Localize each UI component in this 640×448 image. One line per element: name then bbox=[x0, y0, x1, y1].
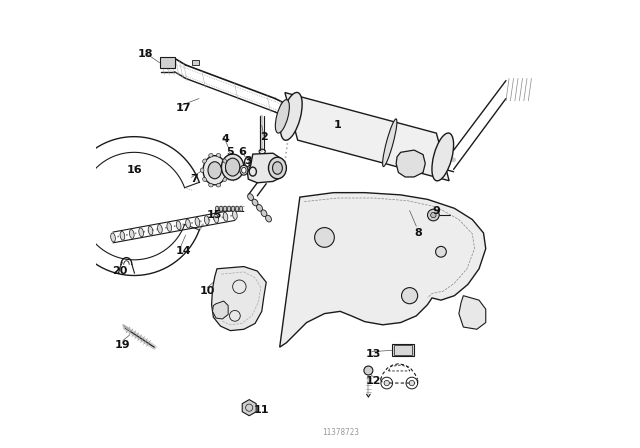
Ellipse shape bbox=[214, 214, 218, 223]
Ellipse shape bbox=[220, 206, 223, 211]
Circle shape bbox=[384, 380, 389, 386]
Bar bbox=[159, 57, 175, 68]
Polygon shape bbox=[212, 267, 266, 331]
Ellipse shape bbox=[120, 231, 125, 240]
Ellipse shape bbox=[209, 154, 213, 157]
Ellipse shape bbox=[216, 183, 221, 187]
Circle shape bbox=[431, 212, 436, 218]
Ellipse shape bbox=[223, 212, 228, 221]
Polygon shape bbox=[212, 301, 228, 319]
Text: 4: 4 bbox=[222, 134, 230, 144]
Ellipse shape bbox=[236, 206, 239, 211]
Text: 9: 9 bbox=[433, 206, 440, 215]
Ellipse shape bbox=[275, 99, 289, 133]
Text: 8: 8 bbox=[415, 228, 422, 238]
Text: 17: 17 bbox=[175, 103, 191, 112]
Ellipse shape bbox=[167, 223, 172, 232]
Ellipse shape bbox=[209, 183, 213, 187]
Ellipse shape bbox=[139, 228, 143, 237]
Text: 10: 10 bbox=[200, 286, 215, 296]
Text: 3: 3 bbox=[244, 156, 252, 166]
Ellipse shape bbox=[225, 168, 229, 172]
Circle shape bbox=[428, 209, 439, 221]
Ellipse shape bbox=[216, 206, 218, 211]
Ellipse shape bbox=[252, 199, 258, 206]
Text: 15: 15 bbox=[207, 210, 223, 220]
Circle shape bbox=[315, 228, 334, 247]
Text: 1: 1 bbox=[334, 121, 342, 130]
Ellipse shape bbox=[432, 133, 454, 181]
Text: 16: 16 bbox=[126, 165, 142, 175]
Polygon shape bbox=[285, 93, 449, 181]
Ellipse shape bbox=[232, 211, 237, 220]
Ellipse shape bbox=[176, 221, 181, 230]
Ellipse shape bbox=[157, 224, 162, 233]
Text: 6: 6 bbox=[238, 147, 246, 157]
Ellipse shape bbox=[208, 162, 221, 179]
Ellipse shape bbox=[241, 167, 246, 173]
Ellipse shape bbox=[148, 226, 153, 235]
Ellipse shape bbox=[261, 210, 267, 217]
Circle shape bbox=[401, 288, 418, 304]
Polygon shape bbox=[396, 150, 425, 177]
Circle shape bbox=[436, 246, 446, 257]
Ellipse shape bbox=[273, 162, 282, 174]
Ellipse shape bbox=[186, 219, 190, 228]
Ellipse shape bbox=[195, 217, 200, 226]
Bar bbox=[394, 345, 412, 355]
Circle shape bbox=[409, 380, 415, 386]
Ellipse shape bbox=[225, 158, 240, 176]
Text: 12: 12 bbox=[366, 376, 381, 386]
Bar bbox=[392, 344, 414, 356]
Text: 2: 2 bbox=[260, 132, 268, 142]
Ellipse shape bbox=[383, 119, 397, 167]
Polygon shape bbox=[248, 153, 284, 183]
Polygon shape bbox=[280, 193, 486, 347]
Ellipse shape bbox=[280, 92, 302, 140]
Ellipse shape bbox=[200, 168, 204, 172]
Ellipse shape bbox=[239, 206, 243, 211]
Text: 13: 13 bbox=[366, 349, 381, 359]
Ellipse shape bbox=[223, 177, 227, 181]
Text: 19: 19 bbox=[115, 340, 131, 350]
Text: 14: 14 bbox=[175, 246, 191, 256]
Ellipse shape bbox=[203, 177, 207, 181]
Ellipse shape bbox=[248, 194, 253, 201]
Text: 11378723: 11378723 bbox=[322, 428, 358, 437]
Circle shape bbox=[364, 366, 373, 375]
Ellipse shape bbox=[227, 206, 230, 211]
Ellipse shape bbox=[257, 204, 262, 211]
Text: 7: 7 bbox=[191, 174, 198, 184]
Polygon shape bbox=[459, 296, 486, 329]
Ellipse shape bbox=[129, 229, 134, 238]
Ellipse shape bbox=[221, 154, 244, 180]
Ellipse shape bbox=[111, 233, 115, 242]
Ellipse shape bbox=[216, 154, 221, 157]
Text: 18: 18 bbox=[138, 49, 153, 59]
Ellipse shape bbox=[232, 206, 235, 211]
Ellipse shape bbox=[223, 206, 227, 211]
Bar bbox=[192, 60, 200, 65]
Polygon shape bbox=[242, 400, 256, 416]
Ellipse shape bbox=[203, 155, 227, 185]
Ellipse shape bbox=[223, 159, 227, 163]
Ellipse shape bbox=[203, 159, 207, 163]
Ellipse shape bbox=[240, 165, 248, 175]
Ellipse shape bbox=[269, 157, 286, 179]
Text: 11: 11 bbox=[254, 405, 269, 415]
Ellipse shape bbox=[204, 216, 209, 224]
Text: 20: 20 bbox=[112, 266, 127, 276]
Ellipse shape bbox=[266, 215, 271, 222]
Text: 5: 5 bbox=[226, 147, 234, 157]
